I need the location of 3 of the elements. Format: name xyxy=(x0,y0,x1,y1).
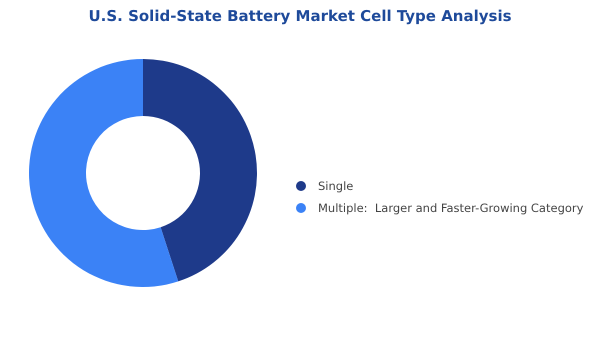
legend-label: Single xyxy=(318,179,354,193)
legend-label: Multiple: Larger and Faster-Growing Category xyxy=(318,201,584,215)
chart-title: U.S. Solid-State Battery Market Cell Type Analysis xyxy=(87,7,513,25)
